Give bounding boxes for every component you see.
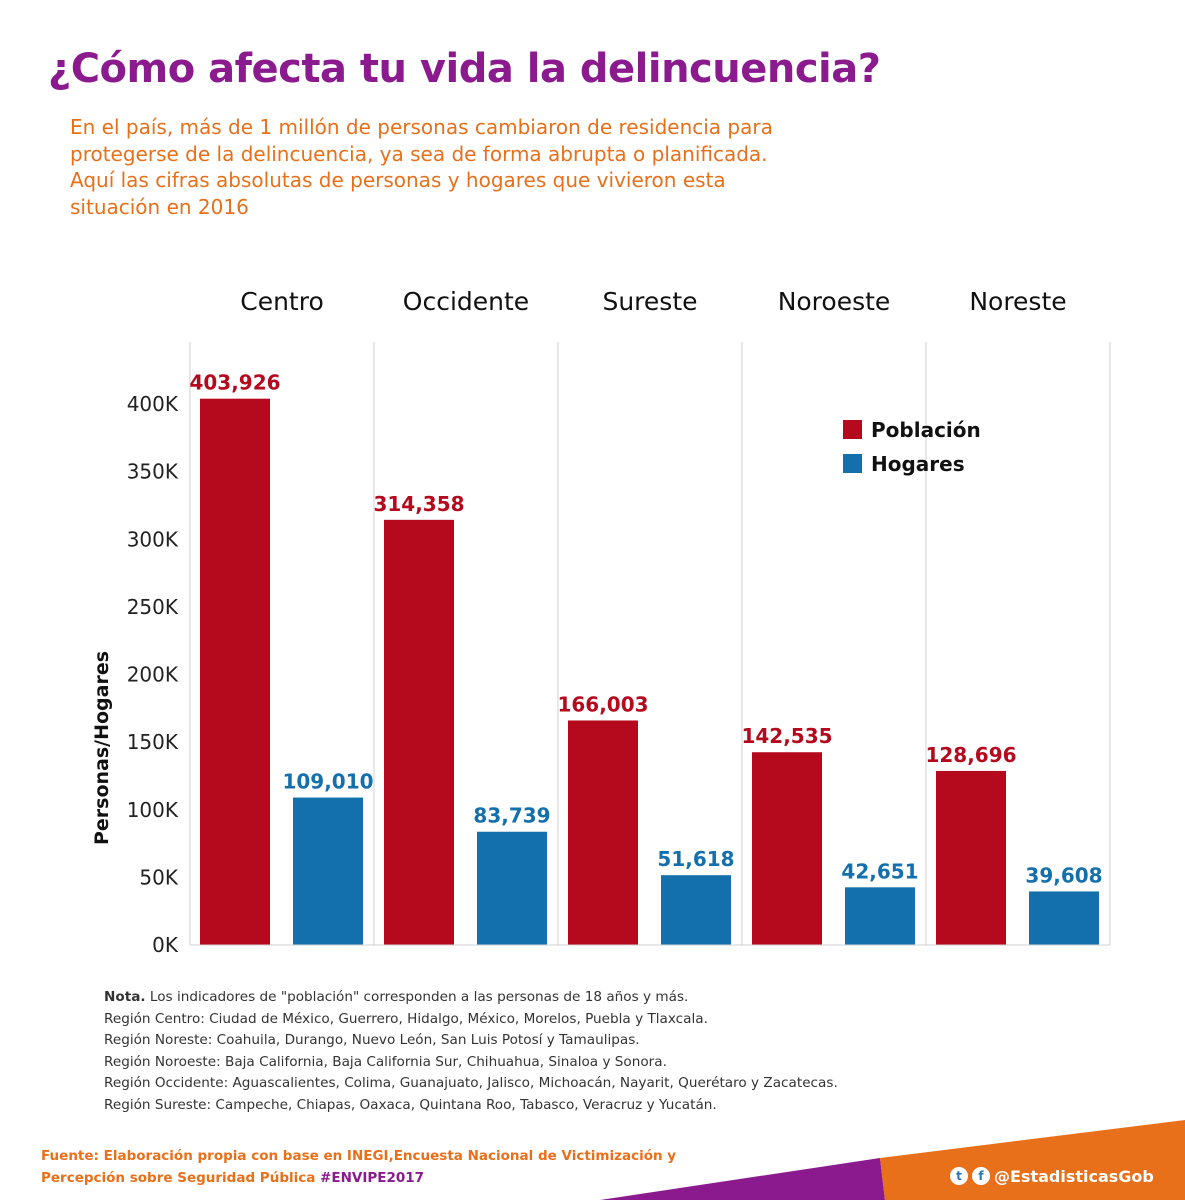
subtitle-line: situación en 2016	[70, 194, 249, 219]
notes: Nota. Los indicadores de "población" cor…	[104, 987, 1104, 1117]
data-label: 83,739	[473, 804, 550, 828]
y-tick-label: 50K	[139, 865, 178, 889]
bar-hogares	[845, 887, 915, 945]
category-header: Noreste	[969, 287, 1066, 316]
bar-poblacion	[752, 752, 822, 945]
twitter-icon[interactable]: t	[950, 1167, 968, 1185]
note-line: Región Occidente: Aguascalientes, Colima…	[104, 1075, 838, 1092]
source-hashtag: #ENVIPE2017	[320, 1170, 425, 1186]
data-label: 109,010	[282, 770, 373, 794]
social-handle-text[interactable]: @EstadisticasGob	[994, 1166, 1154, 1186]
bar-hogares	[293, 797, 363, 945]
source-line-2: Percepción sobre Seguridad Pública #ENVI…	[41, 1167, 741, 1189]
y-tick-label: 400K	[127, 392, 179, 416]
footer-purple-band	[600, 1158, 885, 1200]
category-header: Noroeste	[778, 287, 891, 316]
y-tick-label: 0K	[152, 933, 179, 957]
bar-chart: 0K 50K 100K 150K 200K 250K 300K 350K 400K Persona…	[91, 287, 1111, 957]
facebook-icon[interactable]: f	[972, 1167, 990, 1185]
bar-hogares	[1029, 891, 1099, 945]
data-label: 128,696	[925, 743, 1016, 767]
y-axis-label: Personas/Hogares	[91, 651, 113, 845]
data-label: 166,003	[557, 692, 648, 716]
note-line: Región Noroeste: Baja California, Baja C…	[104, 1053, 667, 1070]
source-line: Fuente: Elaboración propia con base en I…	[41, 1148, 677, 1164]
legend-label: Población	[871, 418, 981, 442]
bar-poblacion	[384, 519, 454, 945]
legend-label: Hogares	[871, 452, 965, 476]
category-header: Centro	[240, 287, 324, 316]
y-tick-label: 100K	[127, 798, 179, 822]
y-tick-label: 150K	[127, 730, 179, 754]
y-tick-label: 250K	[127, 595, 179, 619]
data-label: 403,926	[189, 371, 280, 395]
data-label: 39,608	[1025, 863, 1102, 887]
bar-poblacion	[200, 398, 270, 945]
subtitle-line: Aquí las cifras absolutas de personas y …	[70, 168, 726, 192]
y-tick-label: 200K	[127, 663, 179, 687]
category-header: Occidente	[403, 287, 529, 316]
bar-poblacion	[936, 770, 1006, 945]
data-label: 142,535	[741, 724, 832, 748]
subtitle-line: protegerse de la delincuencia, ya sea de…	[70, 141, 768, 166]
category-header: Sureste	[602, 287, 697, 316]
source: Fuente: Elaboración propia con base en I…	[41, 1145, 741, 1189]
note-text: Los indicadores de "población" correspon…	[145, 989, 689, 1005]
subtitle: En el país, más de 1 millón de personas …	[70, 114, 890, 220]
data-label: 314,358	[373, 492, 464, 516]
bar-poblacion	[568, 720, 638, 945]
bar-hogares	[477, 831, 547, 945]
note-first-line: Nota. Los indicadores de "población" cor…	[104, 987, 1104, 1009]
note-line: Región Centro: Ciudad de México, Guerrer…	[104, 1010, 708, 1027]
data-label: 51,618	[657, 847, 734, 871]
source-text: Percepción sobre Seguridad Pública	[41, 1170, 321, 1186]
social-handle[interactable]: t f @EstadisticasGob	[950, 1162, 1154, 1190]
data-label: 42,651	[841, 859, 918, 883]
legend-swatch	[843, 454, 862, 473]
y-tick-label: 350K	[127, 460, 179, 484]
bar-hogares	[661, 875, 731, 945]
subtitle-line: En el país, más de 1 millón de personas …	[70, 115, 773, 139]
note-line: Región Noreste: Coahuila, Durango, Nuevo…	[104, 1032, 640, 1049]
y-tick-label: 300K	[127, 527, 179, 551]
note-line: Región Sureste: Campeche, Chiapas, Oaxac…	[104, 1096, 717, 1113]
note-label: Nota.	[104, 989, 146, 1005]
legend-swatch	[843, 420, 862, 439]
page-title: ¿Cómo afecta tu vida la delincuencia?	[48, 46, 881, 92]
